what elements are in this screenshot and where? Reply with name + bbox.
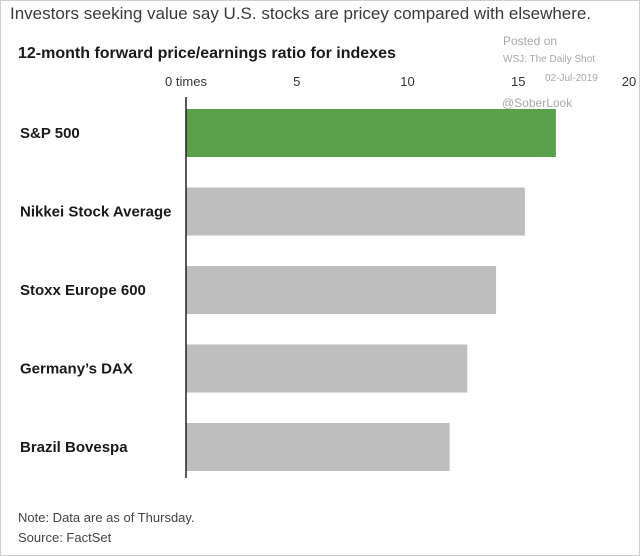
category-label: Brazil Bovespa <box>20 439 128 456</box>
x-tick-label: 20 <box>622 74 636 89</box>
watermark-date: 02-Jul-2019 <box>545 73 598 84</box>
x-tick-label: 15 <box>511 74 525 89</box>
bar <box>186 109 556 157</box>
footer-note: Note: Data are as of Thursday. <box>18 510 195 525</box>
category-label: Stoxx Europe 600 <box>20 282 146 299</box>
bar <box>186 187 525 236</box>
bar <box>186 344 468 393</box>
category-label: S&P 500 <box>20 125 80 142</box>
watermark-posted-on: Posted on <box>503 34 558 48</box>
category-label: Nikkei Stock Average <box>20 204 171 221</box>
bar <box>186 423 450 471</box>
x-tick-label: 0 times <box>165 74 207 89</box>
watermark-handle: @SoberLook <box>502 96 573 110</box>
x-tick-label: 10 <box>400 74 414 89</box>
x-tick-label: 5 <box>293 74 300 89</box>
chart-headline: Investors seeking value say U.S. stocks … <box>10 4 592 23</box>
bar <box>186 266 497 314</box>
footer-source: Source: FactSet <box>18 530 112 545</box>
watermark-source-name: WSJ: The Daily Shot <box>503 54 596 65</box>
chart-subtitle: 12-month forward price/earnings ratio fo… <box>18 45 396 62</box>
category-label: Germany’s DAX <box>20 361 133 378</box>
